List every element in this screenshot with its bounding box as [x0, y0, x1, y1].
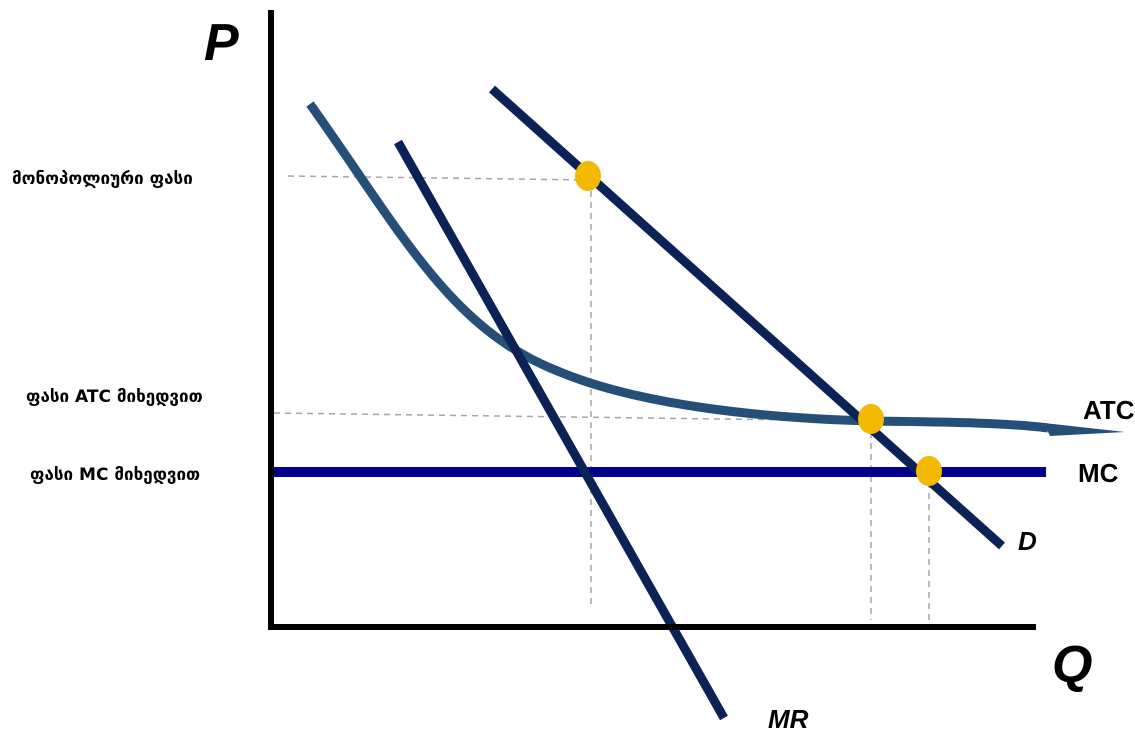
atc-price-point [858, 404, 884, 434]
guide-monopoly-price-horizontal [287, 175, 589, 181]
mc-price-label: ფასი MC მიხედვით [30, 465, 200, 485]
mr-label: MR [768, 704, 809, 732]
monopoly-price-point [575, 161, 601, 191]
y-axis-label: P [204, 14, 239, 72]
atc-price-label: ფასი ATC მიხედვით [26, 387, 203, 407]
monopoly-price-label: მონოპოლიური ფასი [12, 169, 193, 189]
demand-label: D [1018, 526, 1037, 556]
x-axis-label: Q [1052, 636, 1092, 694]
guide-lines [273, 175, 930, 630]
mr-curve [394, 139, 728, 721]
atc-curve [306, 101, 1049, 433]
atc-label: ATC [1083, 395, 1135, 425]
atc-curve-tail [1044, 423, 1125, 436]
mc-price-point [916, 456, 942, 486]
mc-label: MC [1078, 458, 1119, 488]
